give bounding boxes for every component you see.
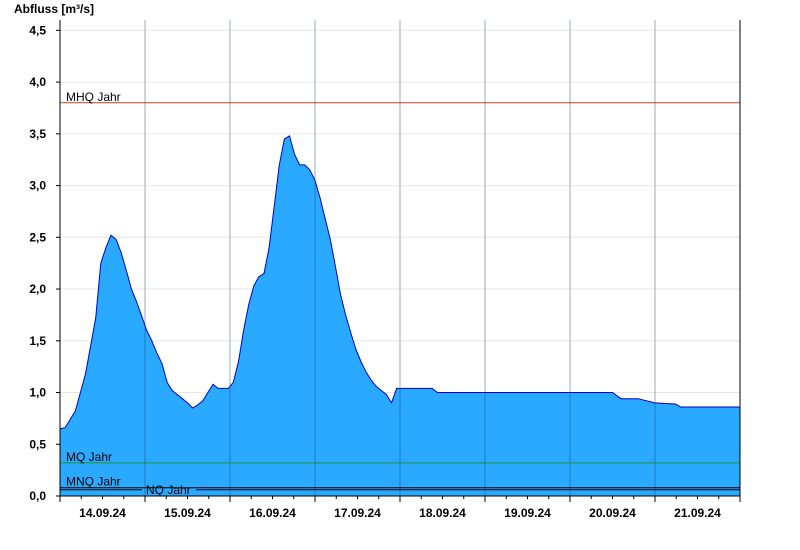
y-tick-label: 3,5 bbox=[29, 127, 46, 141]
discharge-line bbox=[59, 135, 740, 430]
y-tick-label: 2,0 bbox=[29, 282, 46, 296]
x-tick-label: 16.09.24 bbox=[249, 506, 296, 520]
y-tick-label: 4,5 bbox=[29, 23, 46, 37]
y-tick-label: 0,5 bbox=[29, 437, 46, 451]
reference-lines: MHQ Jahr MQ Jahr MNQ Jahr NQ Jahr bbox=[60, 90, 740, 497]
x-tick-label: 15.09.24 bbox=[164, 506, 211, 520]
day-separator-lines bbox=[144, 20, 656, 496]
x-tick-label: 17.09.24 bbox=[334, 506, 381, 520]
y-axis-label: Abfluss [m³/s] bbox=[14, 2, 94, 16]
y-axis-ticks: 0,0 0,5 1,0 1,5 2,0 2,5 3,0 3,5 4,0 4,5 bbox=[29, 23, 60, 503]
y-tick-label: 0,0 bbox=[29, 489, 46, 503]
x-tick-label: 21.09.24 bbox=[674, 506, 721, 520]
nq-label: NQ Jahr bbox=[146, 483, 191, 497]
y-tick-label: 1,5 bbox=[29, 334, 46, 348]
reference-label: MQ Jahr bbox=[66, 450, 112, 464]
x-tick-label: 14.09.24 bbox=[79, 506, 126, 520]
y-tick-label: 2,5 bbox=[29, 230, 46, 244]
x-axis-ticks: 14.09.24 15.09.24 16.09.24 17.09.24 18.09.24… bbox=[59, 496, 741, 520]
y-tick-label: 1,0 bbox=[29, 386, 46, 400]
reference-label: MNQ Jahr bbox=[66, 475, 121, 489]
x-tick-label: 19.09.24 bbox=[504, 506, 551, 520]
y-tick-label: 3,0 bbox=[29, 179, 46, 193]
y-tick-label: 4,0 bbox=[29, 75, 46, 89]
reference-label: MHQ Jahr bbox=[66, 90, 121, 104]
x-tick-label: 18.09.24 bbox=[419, 506, 466, 520]
x-tick-label: 20.09.24 bbox=[589, 506, 636, 520]
